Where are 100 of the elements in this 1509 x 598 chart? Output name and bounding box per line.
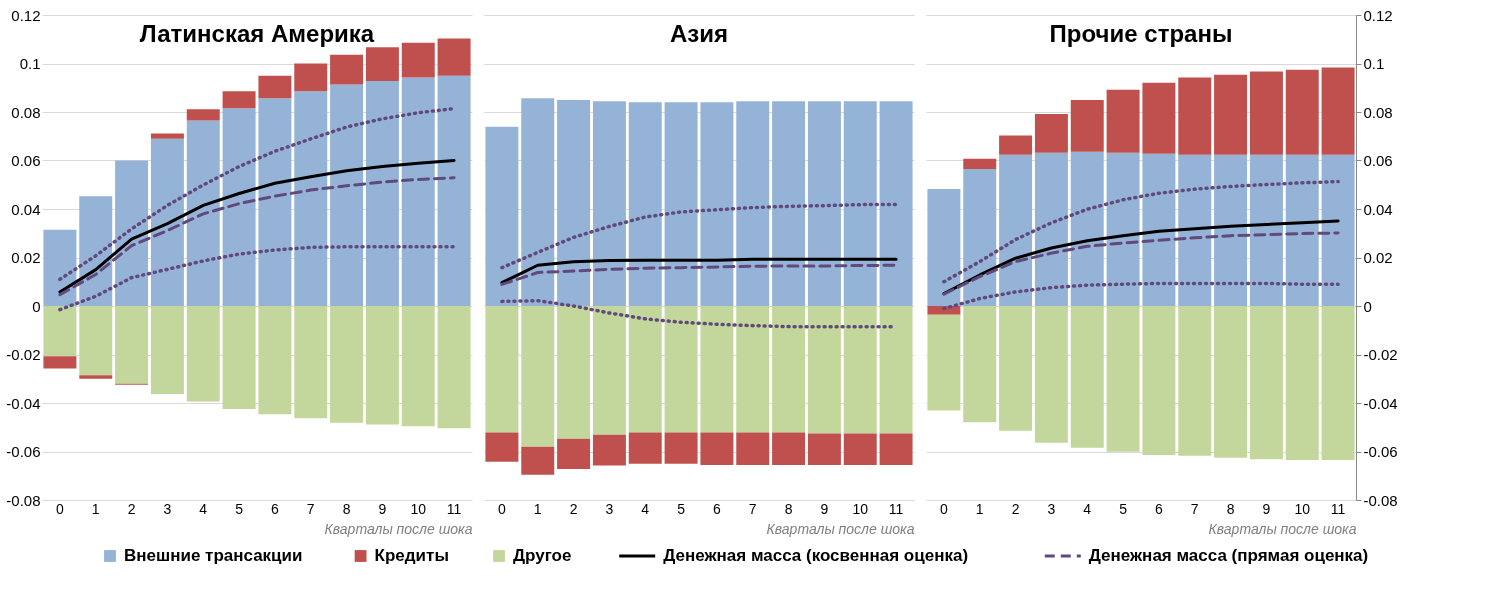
bar (927, 314, 961, 411)
bar (1070, 151, 1104, 306)
line-series (942, 231, 1340, 296)
bar (401, 306, 435, 427)
bar (736, 101, 770, 306)
bar (401, 77, 435, 306)
x-tick-label: 1 (91, 500, 100, 517)
x-tick-label: 8 (784, 500, 793, 517)
bar (1142, 82, 1176, 154)
x-tick-label: 5 (1119, 500, 1128, 517)
bar (1214, 306, 1248, 458)
bar (1106, 89, 1140, 153)
x-tick-label: 4 (1083, 500, 1092, 517)
bar (1321, 306, 1355, 460)
bar (843, 433, 877, 466)
y-tick-label: 0.02 (1363, 249, 1393, 266)
x-axis-title: Кварталы после шока (766, 520, 915, 537)
bar (628, 306, 662, 433)
bar (186, 120, 220, 306)
x-tick-label: 2 (569, 500, 578, 517)
bar (963, 306, 997, 423)
bar (330, 84, 364, 306)
bar (294, 91, 328, 306)
y-tick-label: 0.02 (11, 249, 41, 266)
bar (1285, 306, 1319, 460)
line-series (58, 245, 456, 312)
x-tick-label: 10 (1294, 500, 1311, 517)
y-tick-label: 0.1 (1363, 55, 1385, 72)
bar (115, 306, 149, 384)
x-tick-label: 4 (199, 500, 208, 517)
bar (521, 306, 555, 447)
bar (1034, 306, 1068, 443)
bar (557, 438, 591, 469)
bar (664, 306, 698, 433)
y-tick-label: -0.04 (6, 394, 41, 412)
x-tick-label: 7 (306, 500, 315, 517)
bar (1178, 77, 1212, 155)
x-tick-label: 5 (677, 500, 686, 517)
x-tick-label: 2 (1011, 500, 1020, 517)
bar (628, 102, 662, 306)
bar (1070, 306, 1104, 448)
bar (485, 126, 519, 306)
bar (1034, 113, 1068, 153)
bar (1249, 154, 1283, 306)
x-tick-label: 5 (235, 500, 244, 517)
bar (1285, 69, 1319, 155)
bar (557, 306, 591, 439)
bar (1142, 153, 1176, 306)
chart-title: Прочие страны (1049, 20, 1233, 47)
y-tick-label: 0.12 (11, 6, 41, 24)
bar (1214, 74, 1248, 155)
bar (43, 306, 77, 357)
x-tick-label: 8 (342, 500, 351, 517)
bar (521, 98, 555, 306)
x-tick-label: 6 (1155, 500, 1164, 517)
bar (592, 434, 626, 466)
bar (437, 38, 471, 76)
bar (150, 306, 184, 395)
y-tick-label: 0 (32, 297, 41, 315)
x-tick-label: 10 (852, 500, 869, 517)
bar (927, 306, 961, 315)
bar (628, 432, 662, 464)
chart-title: Латинская Америка (139, 20, 375, 47)
x-tick-label: 3 (605, 500, 614, 517)
bar (150, 138, 184, 306)
y-tick-label: 0.06 (1363, 152, 1393, 169)
y-tick-label: -0.02 (1363, 346, 1398, 363)
bar (843, 101, 877, 306)
x-tick-label: 3 (1047, 500, 1056, 517)
bar (963, 158, 997, 169)
y-tick-label: 0.12 (1363, 6, 1393, 24)
x-tick-label: 0 (56, 500, 65, 517)
legend-label: Внешние трансакции (124, 546, 303, 565)
bar (330, 54, 364, 85)
bar (365, 306, 399, 425)
bar (807, 101, 841, 306)
legend-label: Денежная масса (прямая оценка) (1088, 546, 1369, 565)
bar (115, 160, 149, 306)
legend-label: Кредиты (374, 546, 449, 565)
legend-label: Денежная масса (косвенная оценка) (663, 546, 969, 565)
bar (437, 75, 471, 306)
bar (736, 432, 770, 466)
bar (879, 433, 913, 466)
bar (879, 306, 913, 434)
bar (294, 63, 328, 92)
bar (963, 168, 997, 306)
y-tick-label: 0.06 (11, 152, 41, 169)
bar (999, 135, 1033, 155)
line-series (58, 106, 456, 282)
bar (1249, 306, 1283, 460)
bar (258, 75, 292, 99)
chart-title: Азия (669, 20, 729, 47)
x-tick-label: 0 (498, 500, 507, 517)
x-tick-label: 8 (1226, 500, 1235, 517)
bar (401, 42, 435, 78)
bar (1214, 154, 1248, 306)
x-tick-label: 9 (1262, 500, 1271, 517)
x-tick-label: 9 (378, 500, 387, 517)
bar (879, 101, 913, 306)
x-tick-label: 7 (1190, 500, 1199, 517)
